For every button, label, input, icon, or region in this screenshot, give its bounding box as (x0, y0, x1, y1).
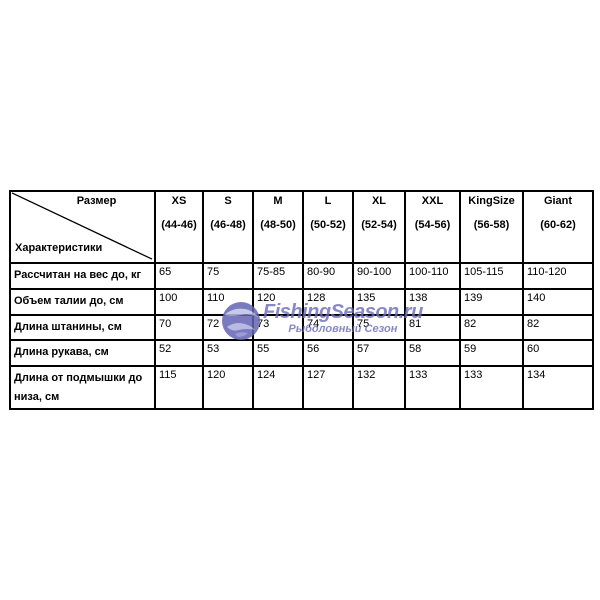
cell-value: 90-100 (352, 262, 406, 290)
cell-value: 58 (404, 339, 461, 367)
cell-value: 115 (154, 364, 204, 411)
cell-value: 133 (459, 364, 524, 411)
table-row-leg-length: Длина штанины, см 70 72 73 74 75 81 82 8… (9, 314, 594, 341)
table-row-waist: Объем талии до, см 100 110 120 128 135 1… (9, 288, 594, 316)
column-header-m: M (48-50) (252, 190, 304, 264)
cell-value: 75 (202, 262, 254, 290)
column-header-xxl: XXL (54-56) (404, 190, 461, 264)
corner-cell: Размер Характеристики (9, 190, 156, 264)
size-range: (52-54) (361, 219, 397, 231)
cell-value: 128 (302, 288, 354, 316)
table-row-sleeve-length: Длина рукава, см 52 53 55 56 57 58 59 60 (9, 339, 594, 367)
cell-value: 60 (522, 339, 594, 367)
cell-value: 55 (252, 339, 304, 367)
cell-value: 82 (522, 314, 594, 341)
size-range: (44-46) (161, 219, 197, 231)
cell-value: 59 (459, 339, 524, 367)
cell-value: 127 (302, 364, 354, 411)
cell-value: 70 (154, 314, 204, 341)
size-range: (54-56) (414, 219, 451, 231)
size-name: KingSize (468, 195, 515, 207)
size-name: L (324, 195, 332, 207)
header-row: Размер Характеристики XS (44-46) S (46-4… (9, 190, 594, 264)
row-label: Длина штанины, см (9, 314, 156, 341)
cell-value: 139 (459, 288, 524, 316)
size-range: (56-58) (473, 219, 510, 231)
cell-value: 120 (252, 288, 304, 316)
row-label: Длина рукава, см (9, 339, 156, 367)
cell-value: 52 (154, 339, 204, 367)
cell-value: 81 (404, 314, 461, 341)
cell-value: 72 (202, 314, 254, 341)
column-header-s: S (46-48) (202, 190, 254, 264)
cell-value: 56 (302, 339, 354, 367)
cell-value: 110-120 (522, 262, 594, 290)
size-range: (60-62) (540, 219, 576, 231)
row-label: Объем талии до, см (9, 288, 156, 316)
cell-value: 53 (202, 339, 254, 367)
cell-value: 132 (352, 364, 406, 411)
size-name: XXL (421, 195, 444, 207)
size-range: (50-52) (310, 219, 346, 231)
cell-value: 133 (404, 364, 461, 411)
corner-size-label: Размер (76, 195, 117, 207)
size-name: XL (371, 195, 387, 207)
cell-value: 120 (202, 364, 254, 411)
size-range: (48-50) (260, 219, 296, 231)
cell-value: 140 (522, 288, 594, 316)
size-chart-table: Размер Характеристики XS (44-46) S (46-4… (9, 190, 594, 411)
cell-value: 100 (154, 288, 204, 316)
cell-value: 75-85 (252, 262, 304, 290)
size-name: S (224, 195, 232, 207)
column-header-xl: XL (52-54) (352, 190, 406, 264)
size-range: (46-48) (210, 219, 246, 231)
table-row-weight: Рассчитан на вес до, кг 65 75 75-85 80-9… (9, 262, 594, 290)
table-row-armpit-length: Длина от подмышки до низа, см 115 120 12… (9, 364, 594, 411)
row-label: Длина от подмышки до низа, см (9, 364, 156, 411)
cell-value: 82 (459, 314, 524, 341)
row-label: Рассчитан на вес до, кг (9, 262, 156, 290)
size-name: M (273, 195, 283, 207)
cell-value: 124 (252, 364, 304, 411)
cell-value: 57 (352, 339, 406, 367)
cell-value: 65 (154, 262, 204, 290)
column-header-l: L (50-52) (302, 190, 354, 264)
cell-value: 73 (252, 314, 304, 341)
column-header-kingsize: KingSize (56-58) (459, 190, 524, 264)
column-header-giant: Giant (60-62) (522, 190, 594, 264)
column-header-xs: XS (44-46) (154, 190, 204, 264)
cell-value: 110 (202, 288, 254, 316)
size-name: Giant (543, 195, 573, 207)
cell-value: 138 (404, 288, 461, 316)
cell-value: 135 (352, 288, 406, 316)
cell-value: 75 (352, 314, 406, 341)
cell-value: 80-90 (302, 262, 354, 290)
size-name: XS (171, 195, 187, 207)
cell-value: 105-115 (459, 262, 524, 290)
corner-characteristics-label: Характеристики (15, 242, 103, 254)
diagonal-divider-line (12, 193, 153, 260)
cell-value: 100-110 (404, 262, 461, 290)
cell-value: 74 (302, 314, 354, 341)
cell-value: 134 (522, 364, 594, 411)
